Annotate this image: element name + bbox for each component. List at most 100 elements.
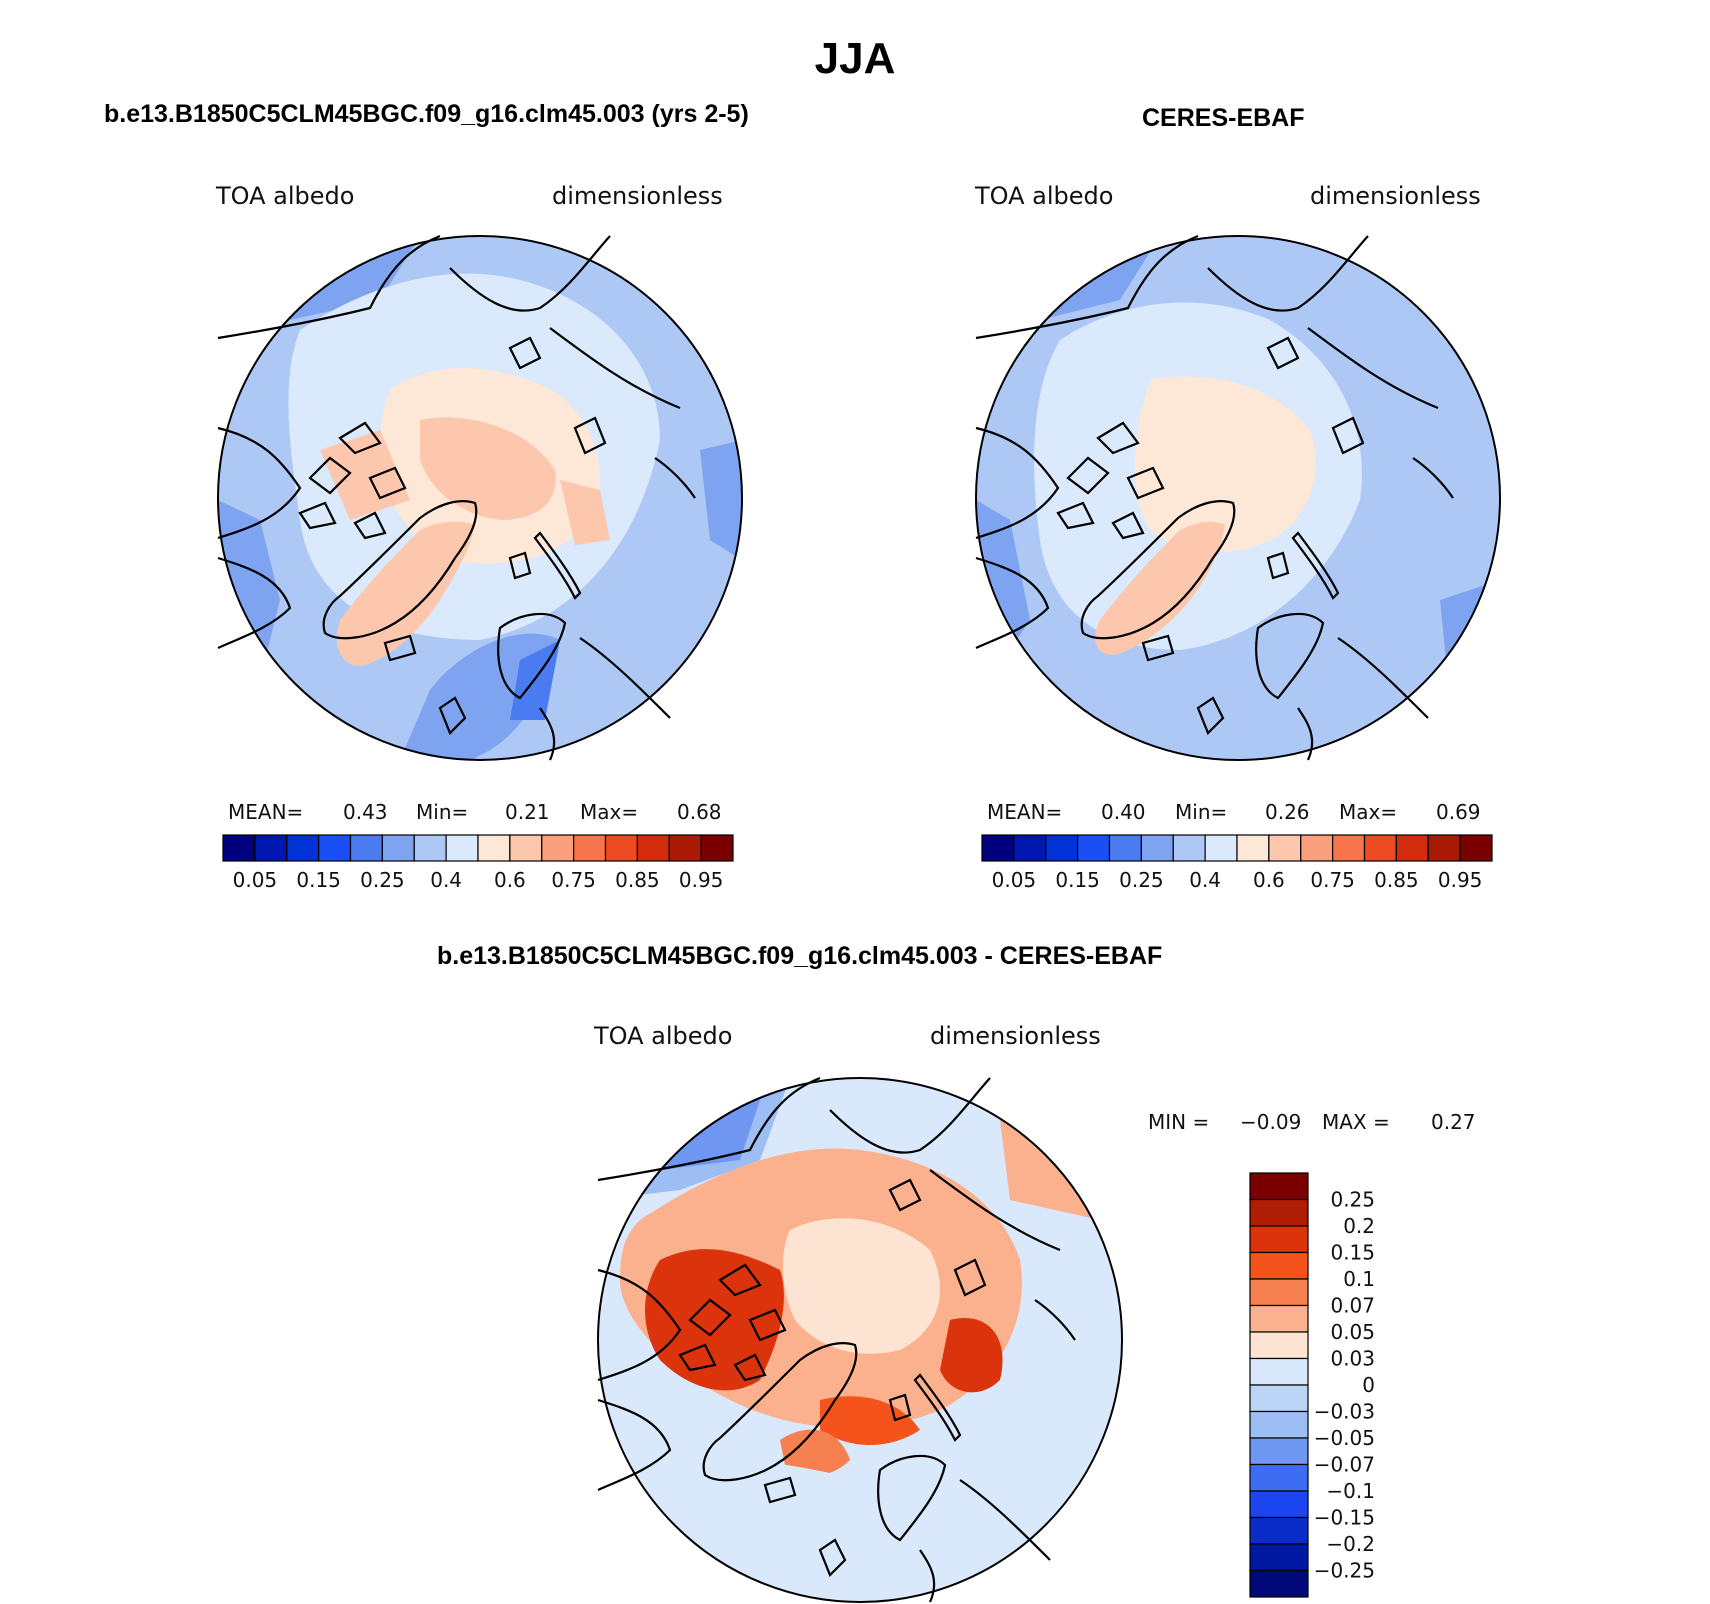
model-min-value: 0.21 (505, 800, 550, 824)
model-colorbar-swatch (318, 834, 352, 862)
model-colorbar-swatch (668, 834, 702, 862)
diff-colorbar-tick-label: −0.15 (1314, 1506, 1375, 1530)
obs-colorbar-swatch (1363, 834, 1397, 862)
diff-colorbar-swatch (1249, 1278, 1309, 1307)
diff-colorbar-tick-label: 0.25 (1330, 1188, 1375, 1212)
diff-colorbar-swatch (1249, 1437, 1309, 1466)
obs-colorbar-tick-label: 0.25 (1119, 868, 1164, 892)
model-colorbar-swatch (413, 834, 447, 862)
model-colorbar-swatch (636, 834, 670, 862)
obs-colorbar-swatch (1332, 834, 1366, 862)
diff-colorbar-tick-label: 0.07 (1330, 1294, 1375, 1318)
obs-min-value: 0.26 (1265, 800, 1310, 824)
diff-colorbar-tick-label: 0.15 (1330, 1241, 1375, 1265)
diff-min-label: MIN = (1148, 1110, 1210, 1134)
model-colorbar-swatch (700, 834, 734, 862)
diff-colorbar-tick-label: −0.03 (1314, 1400, 1375, 1424)
diff-colorbar-swatch (1249, 1357, 1309, 1386)
model-mean-value: 0.43 (343, 800, 388, 824)
model-colorbar-swatch (381, 834, 415, 862)
model-colorbar-tick-label: 0.75 (551, 868, 596, 892)
diff-colorbar-swatch (1249, 1331, 1309, 1360)
diff-colorbar-swatch (1249, 1490, 1309, 1519)
diff-max-value: 0.27 (1431, 1110, 1476, 1134)
diff-map (596, 1076, 1123, 1604)
model-min-label: Min= (416, 800, 469, 824)
obs-colorbar-swatch (1300, 834, 1334, 862)
model-colorbar-swatch (254, 834, 288, 862)
obs-colorbar-swatch (1172, 834, 1206, 862)
obs-colorbar-swatch (1077, 834, 1111, 862)
obs-colorbar-tick-label: 0.95 (1438, 868, 1483, 892)
diff-colorbar-tick-label: 0.03 (1330, 1347, 1375, 1371)
diff-min-value: −0.09 (1240, 1110, 1302, 1134)
diff-colorbar-swatch (1249, 1225, 1309, 1254)
diff-colorbar-tick-label: 0.05 (1330, 1320, 1375, 1344)
obs-units-label: dimensionless (1310, 182, 1481, 210)
diff-colorbar-tick-label: −0.25 (1314, 1559, 1375, 1583)
diff-variable-label: TOA albedo (594, 1022, 733, 1050)
obs-min-label: Min= (1175, 800, 1228, 824)
diff-colorbar-tick-label: −0.05 (1314, 1426, 1375, 1450)
diff-colorbar-swatch (1249, 1172, 1309, 1201)
model-max-label: Max= (580, 800, 639, 824)
obs-colorbar-tick-label: 0.85 (1374, 868, 1419, 892)
obs-colorbar-swatch (1236, 834, 1270, 862)
model-colorbar-swatch (541, 834, 575, 862)
model-colorbar-tick-label: 0.05 (233, 868, 278, 892)
obs-colorbar-tick-label: 0.6 (1253, 868, 1285, 892)
diff-colorbar-tick-label: −0.2 (1326, 1532, 1375, 1556)
diff-colorbar: 0.250.2 0.150.1 0.070.05 0.030 −0.03−0.05 −0.… (1249, 1172, 1375, 1598)
obs-colorbar-tick-label: 0.75 (1310, 868, 1355, 892)
diff-colorbar-swatch (1249, 1463, 1309, 1492)
obs-colorbar: 0.05 0.15 0.25 0.4 0.6 0.75 0.85 0.95 (981, 834, 1493, 892)
diff-colorbar-swatch (1249, 1304, 1309, 1333)
diff-colorbar-swatch (1249, 1543, 1309, 1572)
obs-colorbar-swatch (1204, 834, 1238, 862)
model-colorbar-swatch (477, 834, 511, 862)
obs-mean-value: 0.40 (1101, 800, 1146, 824)
obs-colorbar-swatch (1045, 834, 1079, 862)
model-colorbar-tick-label: 0.95 (679, 868, 724, 892)
obs-max-label: Max= (1339, 800, 1398, 824)
obs-colorbar-swatch (1013, 834, 1047, 862)
model-colorbar-tick-label: 0.15 (296, 868, 341, 892)
model-colorbar-tick-label: 0.25 (360, 868, 405, 892)
model-panel-title: b.e13.B1850C5CLM45BGC.f09_g16.clm45.003 … (104, 100, 749, 128)
model-colorbar: 0.05 0.15 0.25 0.4 0.6 0.75 0.85 0.95 (222, 834, 734, 892)
obs-mean-label: MEAN= (987, 800, 1063, 824)
diff-colorbar-swatch (1249, 1251, 1309, 1280)
diff-colorbar-swatch (1249, 1410, 1309, 1439)
diff-colorbar-tick-label: 0.1 (1343, 1267, 1375, 1291)
obs-colorbar-tick-label: 0.15 (1055, 868, 1100, 892)
obs-colorbar-swatch (1395, 834, 1429, 862)
diff-colorbar-swatch (1249, 1198, 1309, 1227)
model-colorbar-swatch (509, 834, 543, 862)
diff-units-label: dimensionless (930, 1022, 1101, 1050)
obs-colorbar-swatch (1427, 834, 1461, 862)
obs-variable-label: TOA albedo (975, 182, 1114, 210)
diff-colorbar-tick-label: 0 (1362, 1373, 1375, 1397)
diff-colorbar-swatch (1249, 1516, 1309, 1545)
model-colorbar-swatch (445, 834, 479, 862)
obs-colorbar-swatch (1268, 834, 1302, 862)
obs-colorbar-swatch (1459, 834, 1493, 862)
diff-panel-title: b.e13.B1850C5CLM45BGC.f09_g16.clm45.003 … (437, 942, 1163, 970)
obs-colorbar-swatch (1140, 834, 1174, 862)
model-map (216, 234, 743, 762)
model-variable-label: TOA albedo (216, 182, 355, 210)
obs-colorbar-tick-label: 0.05 (992, 868, 1037, 892)
model-max-value: 0.68 (677, 800, 722, 824)
season-title: JJA (814, 34, 896, 83)
obs-colorbar-swatch (1108, 834, 1142, 862)
model-mean-label: MEAN= (228, 800, 304, 824)
model-colorbar-tick-label: 0.6 (494, 868, 526, 892)
model-colorbar-tick-label: 0.4 (430, 868, 462, 892)
diff-max-label: MAX = (1322, 1110, 1390, 1134)
diff-colorbar-swatch (1249, 1569, 1309, 1598)
obs-colorbar-swatch (981, 834, 1015, 862)
diff-colorbar-tick-label: −0.1 (1326, 1479, 1375, 1503)
model-colorbar-swatch (604, 834, 638, 862)
diff-colorbar-swatch (1249, 1384, 1309, 1413)
